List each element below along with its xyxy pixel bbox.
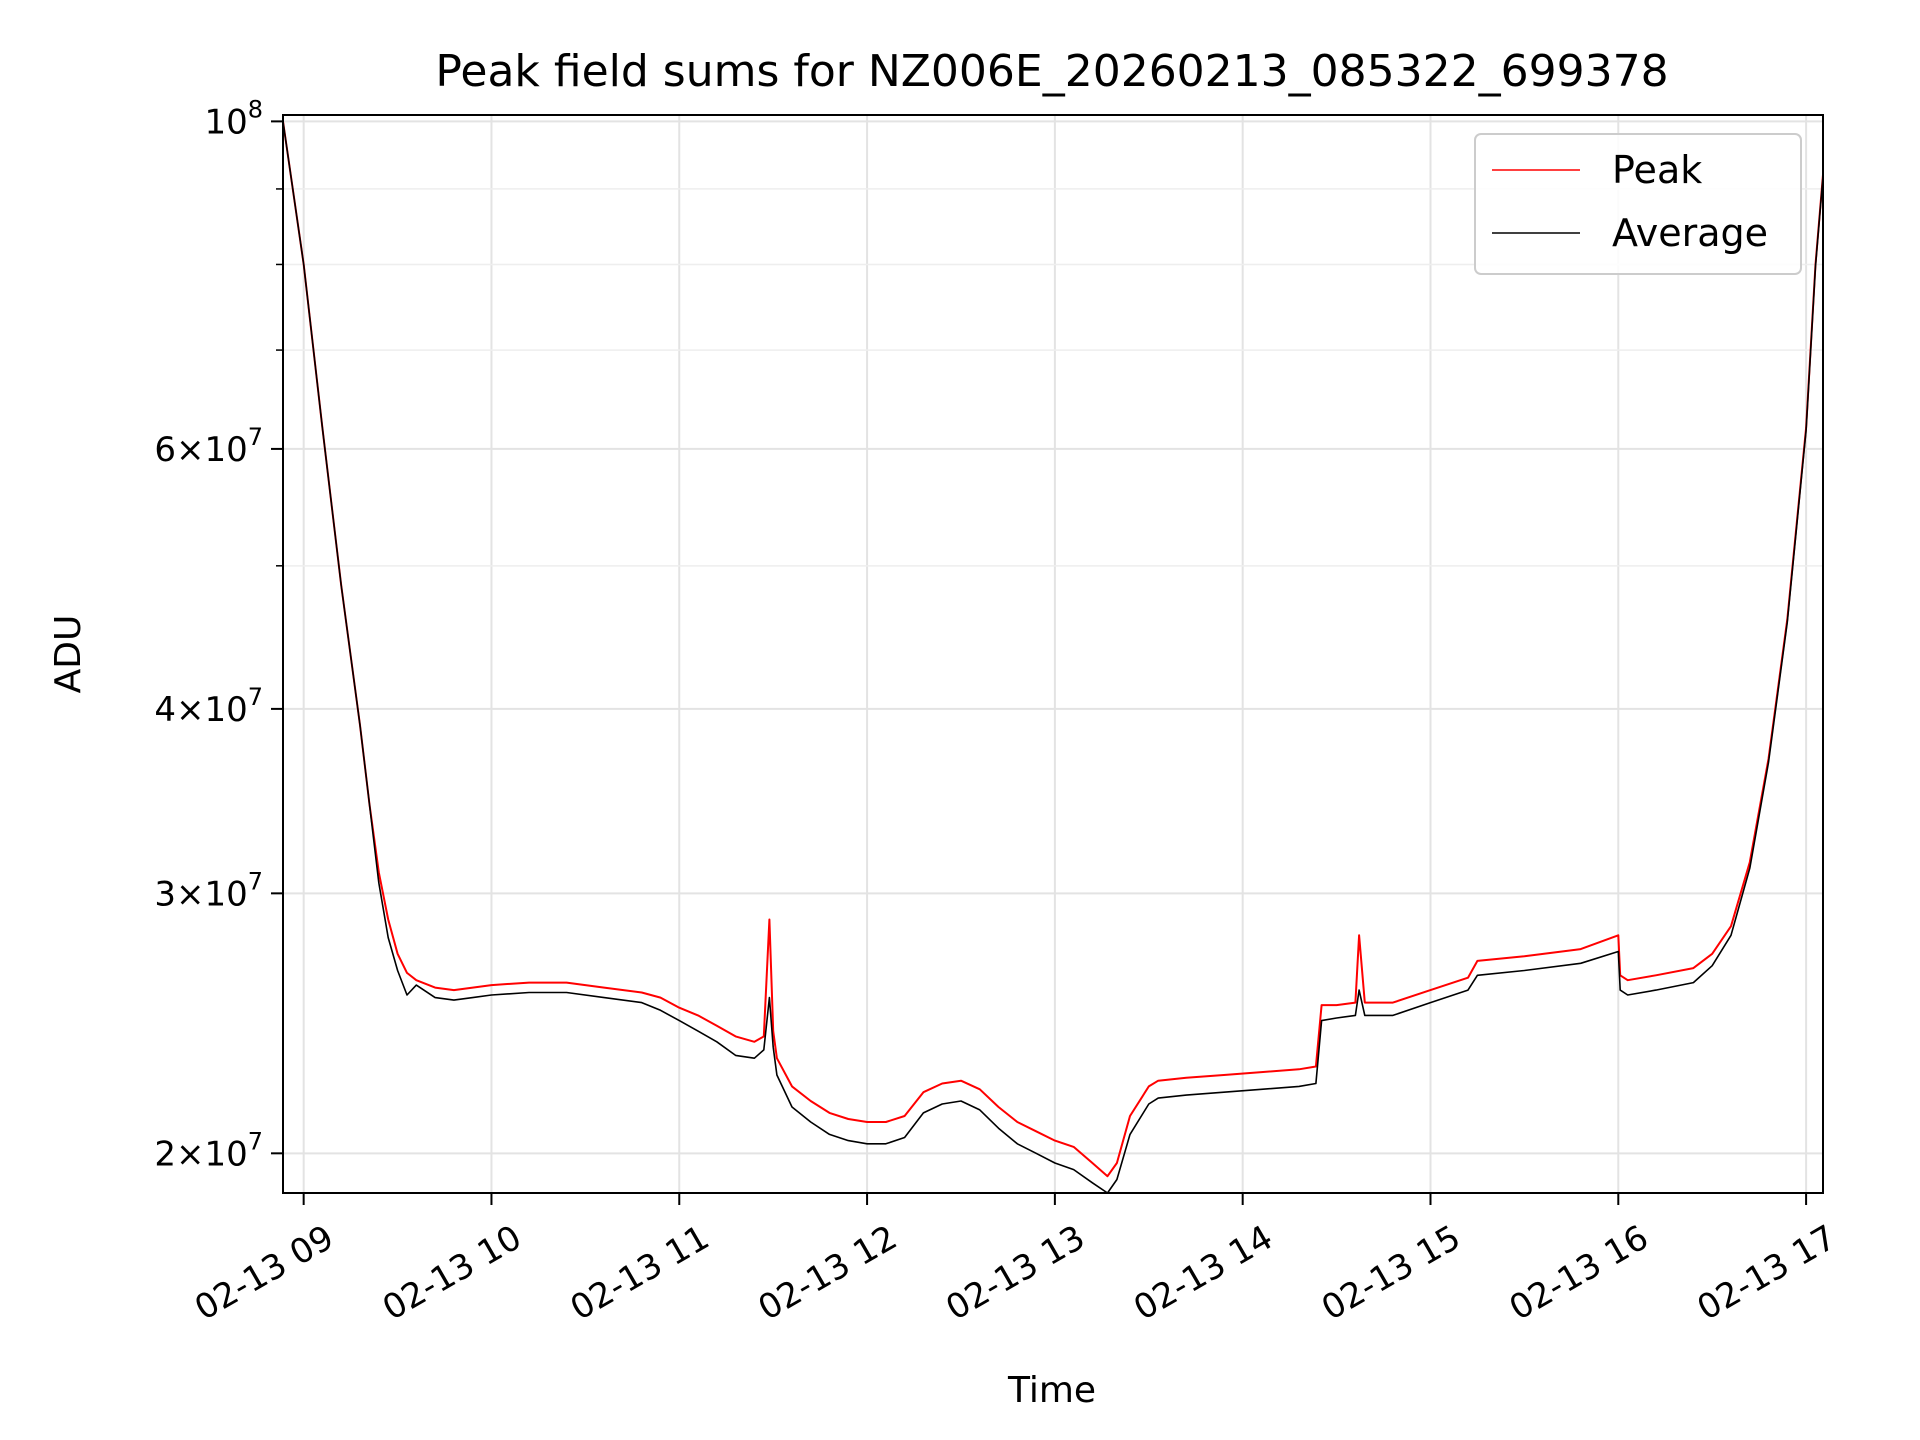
y-tick-label: 108 <box>204 95 263 142</box>
y-tick-label: 3×107 <box>154 867 263 914</box>
y-tick-label: 6×107 <box>154 423 263 470</box>
legend-box <box>1474 133 1802 275</box>
y-tick-label: 2×107 <box>154 1127 263 1174</box>
legend: Peak Average <box>1474 133 1802 275</box>
y-axis-label: ADU <box>48 615 89 694</box>
grid <box>283 115 1823 1193</box>
series-peak-line <box>282 121 1824 1178</box>
legend-average-label: Average <box>1612 211 1768 255</box>
x-axis-label: Time <box>1007 1370 1096 1411</box>
series-layer <box>282 121 1824 1194</box>
y-axis: 108 6×107 4×107 3×107 2×107 <box>154 95 283 1174</box>
legend-peak-label: Peak <box>1612 148 1702 192</box>
series-average-line <box>282 121 1824 1194</box>
y-tick-label: 4×107 <box>154 683 263 730</box>
chart-title: Peak field sums for NZ006E_20260213_0853… <box>435 46 1668 97</box>
plot-frame <box>282 114 1824 1194</box>
